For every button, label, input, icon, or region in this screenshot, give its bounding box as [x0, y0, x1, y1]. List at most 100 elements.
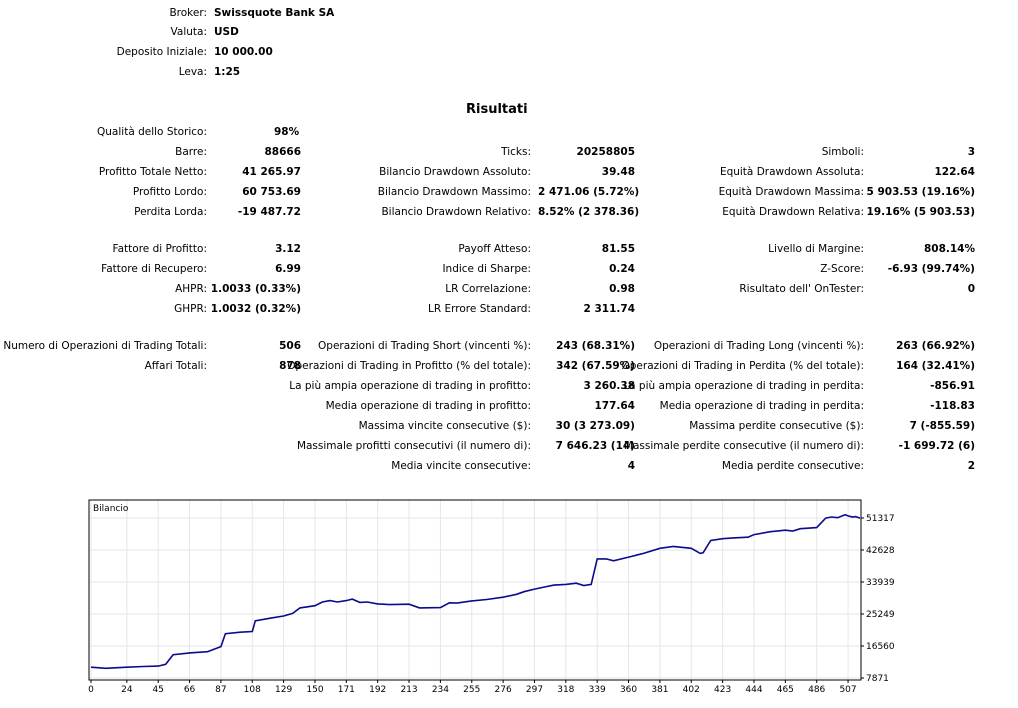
x-tick-label: 150	[306, 685, 323, 695]
chart-frame	[88, 499, 862, 681]
result-value: 506	[279, 340, 301, 352]
result-value: 263 (66.92%)	[896, 340, 975, 352]
result-value: 878	[279, 360, 301, 372]
result-label: Affari Totali:	[144, 360, 207, 372]
result-label: Media operazione di trading in perdita:	[659, 400, 864, 412]
initial-deposit-label: Deposito Iniziale:	[116, 46, 207, 58]
result-value: 41 265.97	[242, 166, 301, 178]
result-value: 20258805	[576, 146, 635, 158]
result-label: Simboli:	[821, 146, 864, 158]
balance-line	[90, 513, 861, 670]
x-tick-label: 66	[184, 685, 196, 695]
result-value: 6.99	[275, 263, 301, 275]
result-value: 2	[967, 460, 975, 472]
y-tick-label: 25249	[866, 610, 895, 620]
result-label: Media operazione di trading in profitto:	[325, 400, 531, 412]
result-label: Equità Drawdown Massima:	[718, 186, 864, 198]
y-tick-label: 16560	[866, 642, 895, 652]
result-label: Numero di Operazioni di Trading Totali:	[3, 340, 207, 352]
x-tick-label: 276	[495, 685, 512, 695]
x-tick-label: 108	[244, 685, 261, 695]
result-label: LR Correlazione:	[445, 283, 531, 295]
result-value: 7 646.23 (14)	[555, 440, 635, 452]
x-tick-label: 171	[338, 685, 355, 695]
result-value: 1.0033 (0.33%)	[210, 283, 301, 295]
result-label: Massima vincite consecutive ($):	[358, 420, 531, 432]
result-value: 0.24	[609, 263, 635, 275]
result-value: 3 260.38	[583, 380, 635, 392]
x-tick-label: 0	[88, 685, 94, 695]
result-label: Ticks:	[501, 146, 531, 158]
result-value: 0.98	[609, 283, 635, 295]
x-tick-label: 87	[215, 685, 226, 695]
x-tick-label: 129	[275, 685, 292, 695]
result-value: 81.55	[601, 243, 635, 255]
y-tick-label: 51317	[866, 514, 895, 524]
leverage-label: Leva:	[178, 66, 207, 78]
x-tick-label: 213	[400, 685, 417, 695]
result-value: -118.83	[930, 400, 975, 412]
x-tick-label: 507	[839, 685, 856, 695]
result-value: 0	[967, 283, 975, 295]
result-value: -1 699.72 (6)	[898, 440, 975, 452]
result-label: Equità Drawdown Assoluta:	[719, 166, 864, 178]
result-value: 19.16% (5 903.53)	[866, 206, 975, 218]
x-tick-label: 465	[777, 685, 794, 695]
result-label: Operazioni di Trading Long (vincenti %):	[653, 340, 864, 352]
result-value: -19 487.72	[237, 206, 301, 218]
result-label: LR Errore Standard:	[428, 303, 531, 315]
result-label: Perdita Lorda:	[134, 206, 207, 218]
result-label: Fattore di Profitto:	[112, 243, 207, 255]
initial-deposit-value: 10 000.00	[214, 46, 273, 58]
leverage-value: 1:25	[214, 66, 241, 78]
result-label: Payoff Atteso:	[458, 243, 531, 255]
chart-axes: 7871 16560 25249 33939 42628 51317 0 24 45 66 87 10…	[88, 514, 895, 695]
result-value: 7 (-855.59)	[909, 420, 975, 432]
result-label: Risultato dell' OnTester:	[739, 283, 864, 295]
result-label: Qualità dello Storico:	[97, 126, 207, 138]
result-value: 3	[967, 146, 975, 158]
result-label: Profitto Lordo:	[132, 186, 207, 198]
result-label: AHPR:	[175, 283, 207, 295]
result-value: -6.93 (99.74%)	[887, 263, 975, 275]
result-label: La più ampia operazione di trading in pe…	[623, 380, 864, 392]
result-value: 4	[627, 460, 635, 472]
result-label: Massimale profitti consecutivi (il numer…	[296, 440, 531, 452]
result-value: 2 471.06 (5.72%)	[538, 186, 640, 198]
result-label: Barre:	[175, 146, 207, 158]
result-label: Bilancio Drawdown Relativo:	[381, 206, 531, 218]
x-tick-label: 45	[152, 685, 163, 695]
broker-value: Swissquote Bank SA	[214, 7, 335, 19]
result-label: Profitto Totale Netto:	[98, 166, 207, 178]
result-value: 1.0032 (0.32%)	[210, 303, 301, 315]
result-label: Massimale perdite consecutive (il numero…	[623, 440, 864, 452]
result-label: Operazioni di Trading in Profitto (% del…	[287, 360, 531, 372]
x-tick-label: 24	[121, 685, 133, 695]
x-tick-label: 381	[651, 685, 668, 695]
result-value: 8.52% (2 378.36)	[538, 206, 640, 218]
result-value: 30 (3 273.09)	[555, 420, 635, 432]
result-label: Bilancio Drawdown Massimo:	[377, 186, 531, 198]
currency-value: USD	[214, 26, 239, 38]
result-label: Fattore di Recupero:	[101, 263, 207, 275]
x-tick-label: 402	[683, 685, 700, 695]
result-label: Z-Score:	[820, 263, 864, 275]
result-value: 2 311.74	[583, 303, 635, 315]
x-tick-label: 486	[808, 685, 825, 695]
x-tick-label: 297	[526, 685, 543, 695]
result-label: GHPR:	[174, 303, 207, 315]
result-value: 3.12	[275, 243, 301, 255]
chart-grid	[89, 500, 861, 680]
result-value: -856.91	[930, 380, 975, 392]
x-tick-label: 444	[745, 685, 762, 695]
result-value: 177.64	[594, 400, 635, 412]
result-label: Operazioni di Trading Short (vincenti %)…	[318, 340, 531, 352]
result-value: 88666	[264, 146, 301, 158]
x-tick-label: 192	[369, 685, 386, 695]
y-tick-label: 42628	[866, 546, 895, 556]
result-label: Equità Drawdown Relativa:	[722, 206, 864, 218]
result-value: 164 (32.41%)	[896, 360, 975, 372]
result-label: Livello di Margine:	[768, 243, 864, 255]
result-value: 808.14%	[923, 243, 975, 255]
x-tick-label: 318	[557, 685, 574, 695]
